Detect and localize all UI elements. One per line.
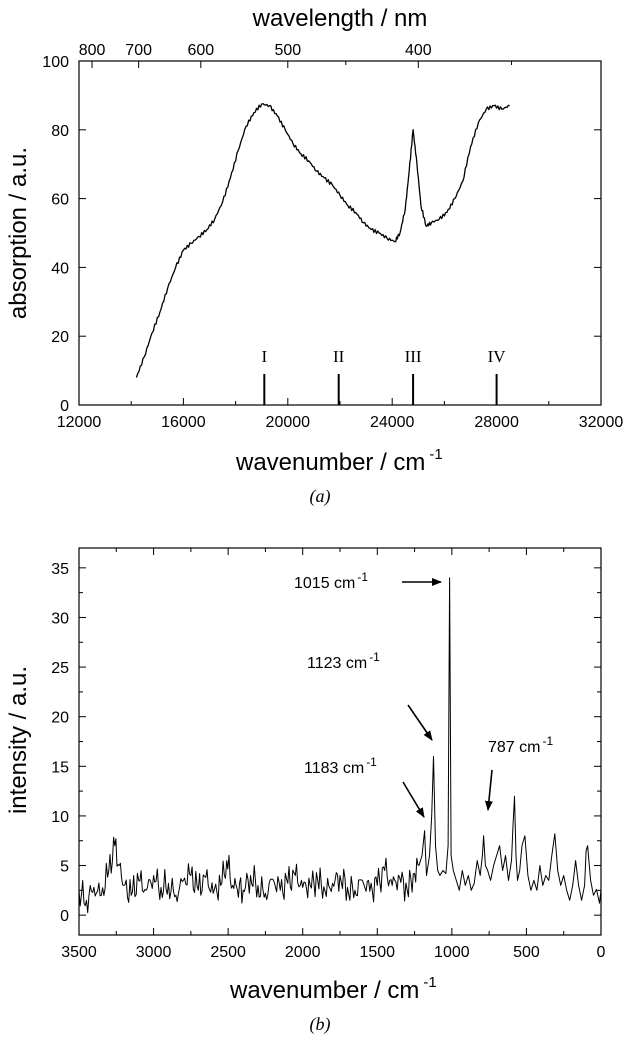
- panel-b-x-tick-label: 1500: [359, 944, 395, 961]
- panel-a-x-tick-label: 12000: [57, 414, 102, 431]
- panel-a-x-axis-label: wavenumber / cm -1: [235, 446, 443, 476]
- panel-b-peak-label: 1015 cm -1: [294, 570, 368, 592]
- panel-b-peak-arrow: [407, 704, 433, 741]
- panel-a-ticks: [78, 60, 602, 406]
- panel-b-y-tick-label: 35: [51, 561, 69, 578]
- panel-b-peak-label-sup: -1: [366, 755, 377, 769]
- panel-b-x-axis-label: wavenumber / cm -1: [229, 974, 437, 1004]
- panel-b-x-tick-label: 3500: [61, 944, 97, 961]
- panel-a-x-tick-label: 16000: [161, 414, 206, 431]
- panel-b-x-tick-label: 500: [513, 944, 540, 961]
- panel-a-top-axis-label: wavelength / nm: [252, 5, 428, 32]
- panel-b-peak-label-text: 787 cm: [488, 739, 540, 756]
- panel-b-peak-label: 787 cm -1: [488, 734, 553, 756]
- panel-b-raman-line: [78, 577, 602, 914]
- panel-a-y-axis-label: absorption / a.u.: [5, 147, 32, 319]
- panel-b: 3500 3000 2500 2000 1500 1000 500 0 0 5 10 15 20 25 3…: [5, 547, 606, 1035]
- panel-a-y-tick-label: 60: [51, 192, 69, 209]
- panel-a-top-tick-label: 400: [405, 42, 432, 59]
- panel-a-x-tick-label: 28000: [474, 414, 519, 431]
- panel-b-x-axis-label-text: wavenumber / cm: [229, 977, 419, 1004]
- panel-a-caption: (a): [310, 486, 331, 507]
- panel-b-peak-arrow: [484, 769, 493, 811]
- panel-b-x-tick-label: 2000: [285, 944, 321, 961]
- panel-b-x-tick-label: 1000: [434, 944, 470, 961]
- panel-b-y-tick-label: 30: [51, 610, 69, 627]
- panel-b-x-axis-label-sup: -1: [423, 974, 436, 991]
- panel-a-x-tick-label: 24000: [370, 414, 415, 431]
- panel-a-marker-label: II: [333, 347, 345, 366]
- panel-a-y-tick-label: 0: [60, 398, 69, 415]
- panel-a-y-tick-label: 100: [42, 54, 69, 71]
- panel-b-y-axis-label: intensity / a.u.: [5, 666, 32, 814]
- panel-b-ticks: [78, 548, 602, 935]
- panel-a-marker-label: III: [405, 347, 422, 366]
- panel-b-peak-label-sup: -1: [357, 570, 368, 584]
- panel-a-x-tick-label: 20000: [266, 414, 311, 431]
- panel-b-y-tick-label: 15: [51, 759, 69, 776]
- panel-b-peak-label-sup: -1: [369, 650, 380, 664]
- panel-b-y-tick-label: 20: [51, 710, 69, 727]
- panel-b-peak-label-sup: -1: [542, 734, 553, 748]
- panel-b-x-tick-label: 2500: [210, 944, 246, 961]
- panel-b-peak-arrow: [402, 781, 425, 818]
- panel-a-x-tick-labels: 12000 16000 20000 24000 28000 32000: [57, 414, 624, 431]
- panel-a-y-tick-label: 80: [51, 123, 69, 140]
- panel-b-x-tick-labels: 3500 3000 2500 2000 1500 1000 500 0: [61, 944, 605, 961]
- panel-a-top-tick-label: 600: [187, 42, 214, 59]
- panel-b-x-tick-label: 3000: [136, 944, 172, 961]
- panel-b-peak-label-text: 1015 cm: [294, 575, 355, 592]
- panel-a-absorption-line: [135, 103, 510, 378]
- panel-b-y-tick-labels: 0 5 10 15 20 25 30 35: [51, 561, 69, 925]
- panel-b-caption: (b): [310, 1014, 331, 1035]
- panel-b-y-tick-label: 25: [51, 660, 69, 677]
- panel-a-top-tick-label: 700: [125, 42, 152, 59]
- panel-b-peak-label: 1183 cm -1: [304, 755, 377, 777]
- panel-b-peak-label: 1123 cm -1: [307, 650, 380, 672]
- panel-a-x-axis-label-text: wavenumber / cm: [235, 449, 425, 476]
- panel-a-x-axis-label-sup: -1: [429, 446, 442, 463]
- panel-a-marker-label: IV: [488, 347, 507, 366]
- panel-a-y-tick-label: 40: [51, 260, 69, 277]
- panel-a-y-tick-label: 20: [51, 329, 69, 346]
- panel-b-y-tick-label: 5: [60, 859, 69, 876]
- panel-b-y-tick-label: 0: [60, 908, 69, 925]
- panel-a-band-markers: I II III IV: [261, 347, 506, 405]
- panel-a-top-tick-label: 800: [79, 42, 106, 59]
- panel-a-top-tick-label: 500: [274, 42, 301, 59]
- panel-b-x-tick-label: 0: [597, 944, 606, 961]
- panel-a-x-tick-label: 32000: [579, 414, 624, 431]
- panel-b-peak-label-text: 1123 cm: [307, 655, 367, 672]
- panel-a-marker-label: I: [261, 347, 267, 366]
- panel-b-y-tick-label: 10: [51, 809, 69, 826]
- panel-a-y-tick-labels: 0 20 40 60 80 100: [42, 54, 69, 415]
- panel-a: 12000 16000 20000 24000 28000 32000 0 20 40 60 80…: [5, 5, 623, 507]
- panel-b-peak-label-text: 1183 cm: [304, 760, 364, 777]
- panel-a-top-tick-labels: 800 700 600 500 400: [79, 42, 432, 59]
